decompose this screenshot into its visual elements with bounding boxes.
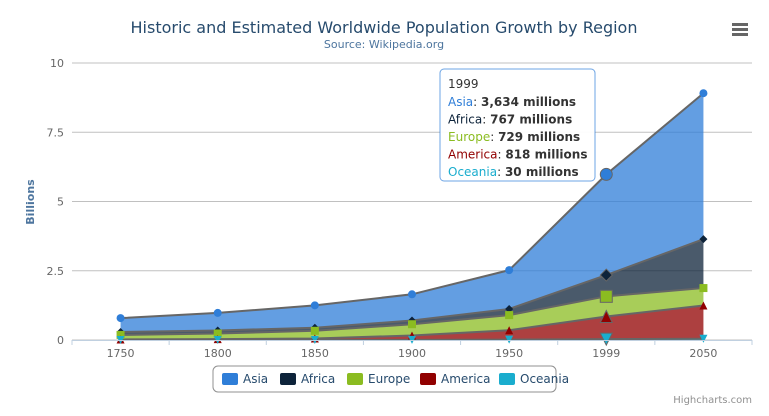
marker-america[interactable] — [599, 309, 614, 324]
legend-label: Europe — [368, 372, 410, 386]
legend: Asia Africa Europe America Oceania — [212, 365, 569, 393]
tooltip-series-label: Oceania — [448, 165, 497, 179]
y-tick-label: 10 — [50, 57, 64, 70]
marker-oceania[interactable] — [213, 335, 222, 344]
credits-link[interactable]: Highcharts.com — [673, 395, 752, 406]
marker-europe[interactable] — [599, 289, 613, 303]
tooltip-series-label: Africa — [448, 113, 482, 127]
y-tick-label: 5 — [57, 196, 64, 209]
marker-america[interactable] — [505, 326, 514, 335]
chart-title: Historic and Estimated Worldwide Populat… — [131, 18, 638, 37]
marker-europe[interactable] — [699, 284, 708, 293]
legend-label: Africa — [301, 372, 335, 386]
marker-oceania[interactable] — [699, 334, 708, 343]
legend-item-europe[interactable]: Europe — [347, 372, 410, 386]
legend-swatch — [420, 373, 436, 385]
legend-item-america[interactable]: America — [420, 372, 491, 386]
marker-africa[interactable] — [505, 304, 514, 313]
marker-asia[interactable] — [408, 290, 416, 299]
area-africa[interactable] — [120, 239, 704, 335]
tooltip-series-label: Europe — [448, 130, 490, 144]
tooltip-series-label: Asia — [448, 95, 473, 109]
x-tick-label: 1950 — [495, 347, 523, 360]
tooltip-value: 3,634 millions — [481, 95, 576, 109]
legend-swatch — [222, 373, 238, 385]
legend-label: Oceania — [520, 372, 569, 386]
tooltip-row: Oceania: 30 millions — [448, 165, 579, 179]
marker-asia[interactable] — [213, 308, 222, 317]
area-america[interactable] — [120, 305, 704, 340]
marker-europe[interactable] — [116, 330, 125, 339]
legend-swatch — [280, 373, 296, 385]
x-tick-label: 1900 — [398, 347, 426, 360]
legend-item-oceania[interactable]: Oceania — [499, 372, 569, 386]
marker-asia[interactable] — [310, 301, 319, 310]
marker-oceania[interactable] — [116, 335, 125, 344]
tooltip-row: Asia: 3,634 millions — [448, 95, 576, 109]
marker-oceania[interactable] — [505, 335, 514, 344]
tooltip-row: America: 818 millions — [448, 148, 587, 162]
marker-europe[interactable] — [213, 329, 222, 338]
legend-swatch — [499, 373, 515, 385]
marker-asia[interactable] — [699, 89, 708, 98]
marker-europe[interactable] — [310, 326, 319, 335]
x-tick-label: 1999 — [592, 347, 620, 360]
tooltip-series-label: America — [448, 148, 498, 162]
marker-oceania[interactable] — [310, 335, 319, 344]
marker-america[interactable] — [699, 301, 708, 310]
marker-europe[interactable] — [408, 320, 416, 329]
y-tick-label: 7.5 — [47, 126, 65, 139]
marker-asia[interactable] — [116, 314, 125, 323]
legend-item-africa[interactable]: Africa — [280, 372, 335, 386]
x-tick-label: 1800 — [204, 347, 232, 360]
legend-item-asia[interactable]: Asia — [222, 372, 268, 386]
tooltip-value: 30 millions — [505, 165, 579, 179]
tooltip-header: 1999 — [448, 77, 479, 91]
tooltip-value: 729 millions — [498, 130, 580, 144]
hamburger-menu-icon[interactable] — [728, 18, 752, 40]
tooltip-row: Africa: 767 millions — [448, 113, 572, 127]
legend-label: America — [441, 372, 491, 386]
y-tick-label: 2.5 — [47, 265, 65, 278]
y-axis-title: Billions — [24, 179, 37, 225]
x-tick-label: 1850 — [301, 347, 329, 360]
tooltip-value: 818 millions — [505, 148, 587, 162]
marker-africa[interactable] — [699, 235, 708, 244]
x-tick-label: 2050 — [689, 347, 717, 360]
chart-subtitle: Source: Wikipedia.org — [324, 38, 444, 51]
marker-asia[interactable] — [505, 266, 514, 275]
marker-oceania[interactable] — [408, 335, 416, 344]
marker-africa[interactable] — [599, 268, 613, 282]
marker-europe[interactable] — [505, 311, 514, 320]
y-tick-label: 0 — [57, 334, 64, 347]
x-tick-label: 1750 — [107, 347, 135, 360]
marker-asia[interactable] — [599, 167, 613, 181]
tooltip-row: Europe: 729 millions — [448, 130, 580, 144]
tooltip-value: 767 millions — [490, 113, 572, 127]
marker-oceania[interactable] — [599, 332, 614, 347]
legend-label: Asia — [243, 372, 268, 386]
area-asia[interactable] — [120, 93, 704, 332]
tooltip: 1999 Asia: 3,634 millions Africa: 767 mil… — [439, 68, 596, 182]
legend-swatch — [347, 373, 363, 385]
